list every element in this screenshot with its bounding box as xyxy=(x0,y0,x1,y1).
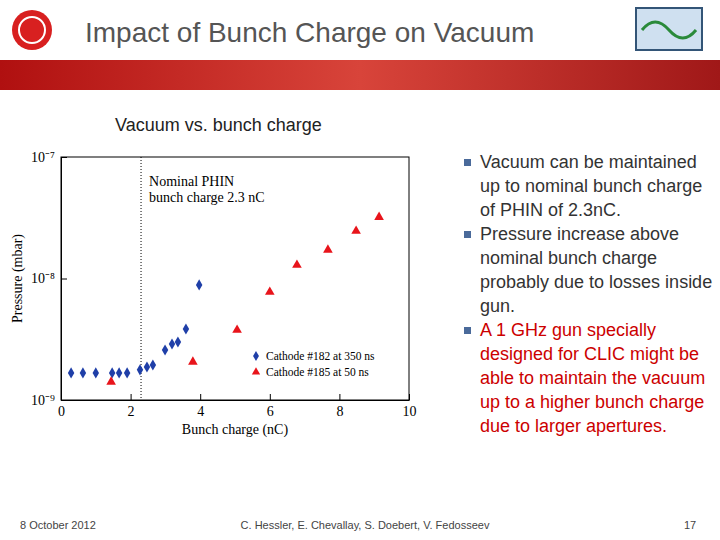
y-tick: 10⁻⁷ xyxy=(31,150,67,165)
slide: Impact of Bunch Charge on Vacuum Vacuum v… xyxy=(0,0,720,540)
y-tick: 10⁻⁹ xyxy=(31,393,67,408)
x-tick-mark xyxy=(131,394,132,400)
point xyxy=(150,359,156,370)
point xyxy=(106,376,116,384)
point xyxy=(124,367,130,378)
point xyxy=(374,212,384,220)
x-tick-mark xyxy=(270,394,271,400)
point xyxy=(162,344,168,355)
y-tick-mark xyxy=(61,400,67,401)
x-tick-mark xyxy=(339,394,340,400)
y-tick-label: 10⁻⁹ xyxy=(31,393,55,408)
point xyxy=(93,367,99,378)
bullet: A 1 GHz gun specially designed for CLIC … xyxy=(462,318,714,438)
legend-label: Cathode #185 at 50 ns xyxy=(266,366,369,378)
y-tick-mark xyxy=(61,279,67,280)
x-tick-label: 4 xyxy=(197,404,204,419)
point xyxy=(169,338,175,349)
point xyxy=(109,367,115,378)
slide-title: Impact of Bunch Charge on Vacuum xyxy=(85,17,534,48)
legend-marker xyxy=(253,351,259,361)
y-tick-label: 10⁻⁸ xyxy=(31,271,55,286)
bullet-marker xyxy=(464,231,471,238)
bullet-text: Pressure increase above nominal bunch ch… xyxy=(480,224,712,316)
y-axis: 10⁻⁹ 10⁻⁸ 10⁻⁷ xyxy=(31,150,67,408)
x-tick: 8 xyxy=(336,394,343,419)
legend: Cathode #182 at 350 ns Cathode #185 at 50… xyxy=(252,350,375,378)
logo-left-ring xyxy=(19,17,45,43)
point xyxy=(351,225,361,233)
legend-marker xyxy=(252,367,260,374)
point xyxy=(188,356,198,364)
point xyxy=(183,323,189,334)
x-tick: 6 xyxy=(267,394,274,419)
point xyxy=(323,244,333,252)
point xyxy=(116,367,122,378)
series xyxy=(68,279,203,378)
footer-page: 17 xyxy=(684,519,696,531)
point xyxy=(144,361,150,372)
y-tick-label: 10⁻⁷ xyxy=(31,150,55,165)
point xyxy=(232,324,242,332)
bullet-text: Vacuum can be maintained up to nominal b… xyxy=(480,152,702,220)
point xyxy=(80,367,86,378)
legend-label: Cathode #182 at 350 ns xyxy=(266,350,375,362)
point xyxy=(137,364,143,375)
annotation-text: Nominal PHIN xyxy=(149,174,234,189)
x-tick-label: 2 xyxy=(128,404,135,419)
y-tick: 10⁻⁸ xyxy=(31,271,67,286)
bullet-marker xyxy=(464,159,471,166)
footer-authors: C. Hessler, E. Chevallay, S. Doebert, V.… xyxy=(241,519,490,531)
header-band xyxy=(0,60,720,90)
plot-frame xyxy=(61,157,409,400)
point xyxy=(265,286,275,294)
footer-date: 8 October 2012 xyxy=(20,519,96,531)
bullet-text: A 1 GHz gun specially designed for CLIC … xyxy=(480,320,705,436)
logo-right xyxy=(636,8,702,50)
bullet-marker xyxy=(464,327,471,334)
x-tick-label: 6 xyxy=(267,404,274,419)
logo-left xyxy=(12,10,52,50)
x-tick: 2 xyxy=(128,394,135,419)
x-tick: 10 xyxy=(403,394,417,419)
bullet: Pressure increase above nominal bunch ch… xyxy=(462,222,714,318)
plot-area xyxy=(68,157,384,400)
x-tick-mark xyxy=(409,394,410,400)
bullet-list: Vacuum can be maintained up to nominal b… xyxy=(462,150,714,438)
y-tick-mark xyxy=(61,157,67,158)
x-tick-mark xyxy=(200,394,201,400)
point xyxy=(292,260,302,268)
x-tick-label: 8 xyxy=(336,404,343,419)
x-tick-label: 0 xyxy=(58,404,65,419)
series xyxy=(106,212,384,385)
x-axis-line xyxy=(62,400,410,401)
y-axis-title: Pressure (mbar) xyxy=(10,234,26,323)
annotation-text: bunch charge 2.3 nC xyxy=(149,190,265,205)
point xyxy=(175,336,181,347)
x-axis-title: Bunch charge (nC) xyxy=(182,422,289,438)
annotation-line xyxy=(141,157,142,400)
chart-title: Vacuum vs. bunch charge xyxy=(115,115,322,135)
point xyxy=(196,279,202,290)
bullet: Vacuum can be maintained up to nominal b… xyxy=(462,150,714,222)
x-tick-label: 10 xyxy=(403,404,417,419)
point xyxy=(68,367,74,378)
x-axis: 0 2 4 6 8 10 xyxy=(58,394,417,419)
x-tick: 4 xyxy=(197,394,204,419)
logo-right-wave xyxy=(642,22,696,38)
